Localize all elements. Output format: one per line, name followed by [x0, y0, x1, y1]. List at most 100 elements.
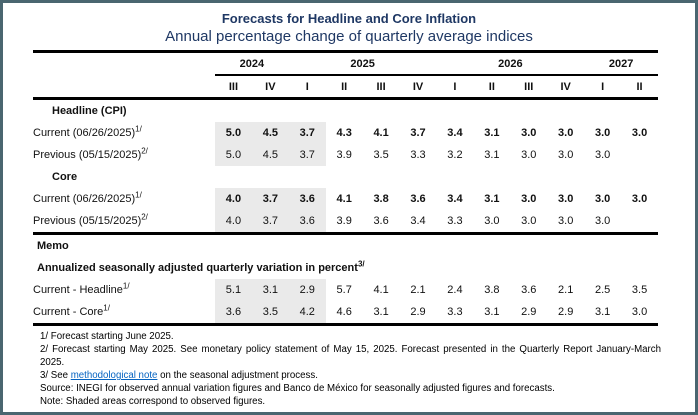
value-cell: 3.0 [521, 193, 537, 205]
value-cell: 3.3 [436, 301, 474, 326]
quarter-header-6: IV [399, 75, 437, 100]
row-label: Previous (05/15/2025)2/ [33, 212, 148, 227]
table-row: Previous (05/15/2025)2/4.0 3.7 3.6 3.9 3.6 3.… [33, 210, 658, 234]
quarter-header-2: IV [251, 75, 289, 100]
value-cell: 3.5 [251, 301, 289, 326]
quarter-header-1: III [215, 75, 252, 100]
footnote-marker: 1/ [103, 303, 110, 313]
value-cell: 3.5 [631, 284, 648, 296]
value-cell: 3.1 [484, 149, 500, 161]
value-cell: 3.3 [447, 215, 463, 227]
methodological-note-link[interactable]: methodological note [70, 370, 158, 381]
value-cell [621, 210, 658, 234]
value-cell: 3.0 [521, 149, 537, 161]
quarter-header-4: II [325, 75, 363, 100]
memo-heading-row: Memo [33, 232, 658, 257]
row-label: Current - Headline1/ [33, 281, 130, 296]
value-cell: 3.9 [336, 215, 352, 227]
quarter-header-row: III IV I II III IV I II III IV I II [33, 75, 658, 100]
value-cell: 4.0 [215, 188, 252, 210]
row-label: Current (06/26/2025)1/ [33, 190, 142, 205]
year-header-row: 2024 2025 2026 2027 [33, 51, 658, 76]
year-header-2025: 2025 [288, 51, 437, 76]
year-header-2026: 2026 [436, 51, 585, 76]
value-cell: 2.4 [447, 284, 463, 296]
year-header-2024: 2024 [215, 51, 289, 76]
forecast-table: 2024 2025 2026 2027 III IV I II III IV I II III IV I II… [33, 50, 658, 326]
value-cell: 3.1 [251, 279, 289, 301]
footnote-3-suffix: on the seasonal adjustment process. [157, 370, 318, 381]
page-title: Forecasts for Headline and Core Inflatio… [221, 11, 477, 26]
table-body: Headline (CPI) Current (06/26/2025)1/5.0 4… [33, 99, 658, 326]
value-cell: 2.1 [558, 284, 574, 296]
row-label: Previous (05/15/2025)2/ [33, 146, 148, 161]
value-cell: 2.9 [547, 301, 585, 326]
value-cell: 4.2 [288, 301, 326, 326]
value-cell: 3.6 [288, 210, 326, 234]
value-cell: 3.0 [631, 127, 648, 139]
corner-cell [33, 75, 215, 100]
value-cell: 4.5 [251, 122, 289, 144]
value-cell: 3.0 [558, 193, 574, 205]
footnote-3: 3/ See methodological note on the season… [40, 369, 661, 382]
value-cell: 3.0 [521, 215, 537, 227]
value-cell: 3.0 [558, 215, 574, 227]
quarter-header-9: III [510, 75, 548, 100]
value-cell: 2.5 [594, 284, 611, 296]
page-subtitle: Annual percentage change of quarterly av… [165, 28, 533, 45]
footnote-marker: 1/ [122, 281, 130, 291]
value-cell: 4.1 [373, 127, 389, 139]
value-cell: 2.9 [399, 301, 437, 326]
footnote-2: 2/ Forecast starting May 2025. See monet… [40, 344, 661, 368]
footnote-marker: 1/ [135, 124, 142, 134]
value-cell: 3.0 [631, 193, 648, 205]
value-cell: 3.7 [288, 144, 326, 166]
value-cell: 3.7 [251, 188, 289, 210]
corner-cell [33, 52, 215, 76]
quarter-header-3: I [288, 75, 326, 100]
value-cell: 3.0 [594, 149, 611, 161]
value-cell: 3.4 [447, 127, 463, 139]
value-cell: 3.1 [362, 301, 400, 326]
value-cell: 3.8 [484, 284, 500, 296]
row-label: Current - Core1/ [33, 301, 215, 326]
value-cell: 2.9 [510, 301, 548, 326]
table-head: 2024 2025 2026 2027 III IV I II III IV I II III IV I II [33, 51, 658, 100]
value-cell: 3.0 [621, 301, 658, 326]
value-cell: 3.3 [410, 149, 426, 161]
value-cell: 3.7 [410, 127, 426, 139]
value-cell: 3.0 [521, 127, 537, 139]
value-cell: 3.6 [521, 284, 537, 296]
section-heading: Core [52, 171, 78, 183]
value-cell: 3.5 [373, 149, 389, 161]
value-cell: 3.6 [373, 215, 389, 227]
value-cell: 3.6 [215, 301, 252, 326]
value-cell: 4.6 [325, 301, 363, 326]
memo-subheading: Annualized seasonally adjusted quarterly… [37, 259, 365, 274]
section-heading: Headline (CPI) [52, 105, 127, 117]
table-row: Previous (05/15/2025)2/5.0 4.5 3.7 3.9 3.5 3.… [33, 144, 658, 166]
table-row: Current - Core1/3.6 3.5 4.2 4.6 3.1 2.9 3.3 3.1… [33, 301, 658, 326]
value-cell: 3.1 [484, 193, 500, 205]
table-row: Current - Headline1/5.1 3.1 2.9 5.7 4.1 2.1 2.… [33, 279, 658, 301]
year-header-2027: 2027 [584, 51, 658, 76]
value-cell: 3.0 [558, 149, 574, 161]
quarter-header-5: III [362, 75, 400, 100]
footnote-marker: 2/ [141, 212, 148, 222]
value-cell: 3.6 [410, 193, 426, 205]
quarter-header-8: II [473, 75, 511, 100]
table-row: Current (06/26/2025)1/5.0 4.5 3.7 4.3 4.1 3.7… [33, 122, 658, 144]
quarter-header-7: I [436, 75, 474, 100]
memo-subheading-row: Annualized seasonally adjusted quarterly… [33, 257, 658, 279]
footnote-marker: 2/ [141, 146, 148, 156]
footnote-source: Source: INEGI for observed annual variat… [40, 383, 555, 394]
value-cell: 2.9 [288, 279, 326, 301]
memo-heading: Memo [33, 232, 658, 257]
value-cell: 3.0 [594, 127, 611, 139]
value-cell: 3.1 [484, 127, 500, 139]
footnote-marker: 3/ [357, 259, 365, 269]
value-cell: 3.0 [558, 127, 574, 139]
footnote-marker: 1/ [135, 190, 142, 200]
value-cell: 4.1 [336, 193, 352, 205]
